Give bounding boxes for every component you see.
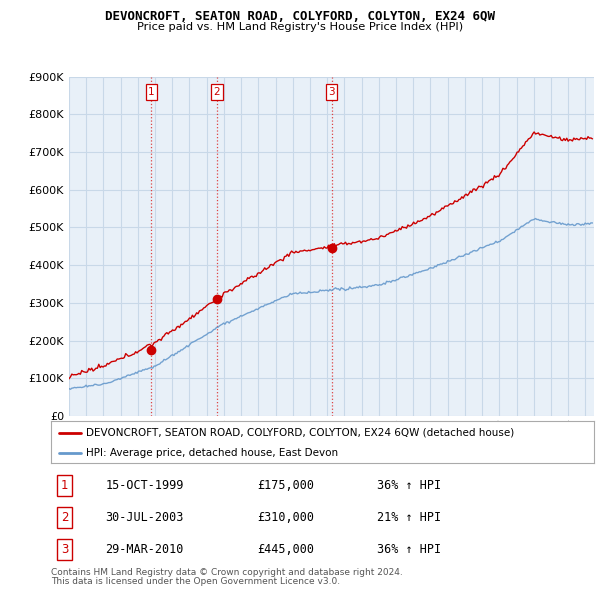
Text: DEVONCROFT, SEATON ROAD, COLYFORD, COLYTON, EX24 6QW: DEVONCROFT, SEATON ROAD, COLYFORD, COLYT… xyxy=(105,10,495,23)
Text: 15-OCT-1999: 15-OCT-1999 xyxy=(106,479,184,492)
Text: DEVONCROFT, SEATON ROAD, COLYFORD, COLYTON, EX24 6QW (detached house): DEVONCROFT, SEATON ROAD, COLYFORD, COLYT… xyxy=(86,428,515,438)
Text: 1: 1 xyxy=(148,87,155,97)
Text: 2: 2 xyxy=(61,511,68,524)
Text: 36% ↑ HPI: 36% ↑ HPI xyxy=(377,543,441,556)
Text: 2: 2 xyxy=(214,87,220,97)
Text: £175,000: £175,000 xyxy=(257,479,314,492)
Text: HPI: Average price, detached house, East Devon: HPI: Average price, detached house, East… xyxy=(86,448,338,457)
Text: 21% ↑ HPI: 21% ↑ HPI xyxy=(377,511,441,524)
Text: 1: 1 xyxy=(61,479,68,492)
Text: £445,000: £445,000 xyxy=(257,543,314,556)
Text: 3: 3 xyxy=(328,87,335,97)
Text: Contains HM Land Registry data © Crown copyright and database right 2024.: Contains HM Land Registry data © Crown c… xyxy=(51,568,403,576)
Text: 30-JUL-2003: 30-JUL-2003 xyxy=(106,511,184,524)
Text: 3: 3 xyxy=(61,543,68,556)
Text: Price paid vs. HM Land Registry's House Price Index (HPI): Price paid vs. HM Land Registry's House … xyxy=(137,22,463,32)
Text: £310,000: £310,000 xyxy=(257,511,314,524)
Text: 29-MAR-2010: 29-MAR-2010 xyxy=(106,543,184,556)
Text: This data is licensed under the Open Government Licence v3.0.: This data is licensed under the Open Gov… xyxy=(51,577,340,586)
Text: 36% ↑ HPI: 36% ↑ HPI xyxy=(377,479,441,492)
